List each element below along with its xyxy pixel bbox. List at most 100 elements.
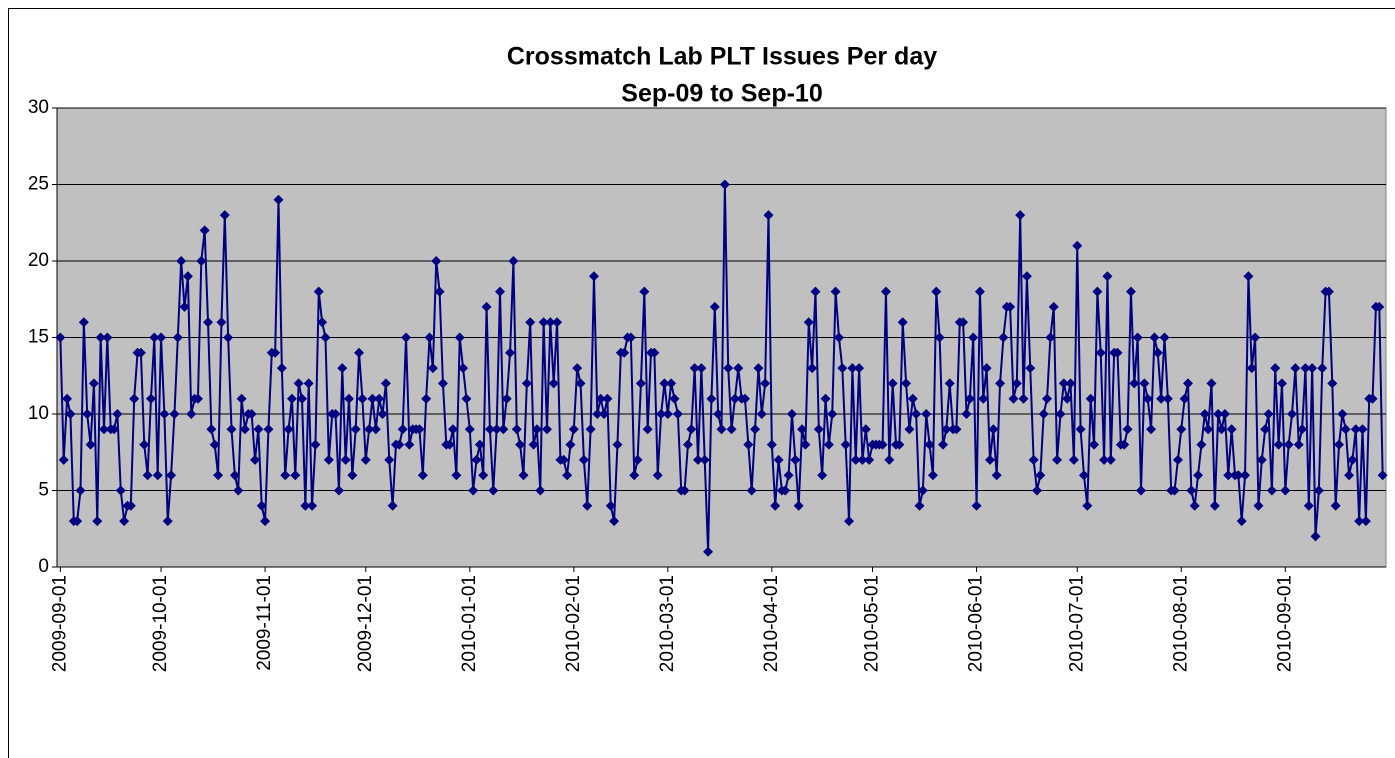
data-point xyxy=(307,500,318,511)
data-point xyxy=(837,363,848,374)
data-point xyxy=(209,439,220,450)
data-point xyxy=(679,485,690,496)
data-point xyxy=(1263,409,1274,419)
data-point xyxy=(578,454,589,465)
data-point xyxy=(296,393,307,404)
data-point xyxy=(783,470,794,481)
data-point xyxy=(1169,485,1180,496)
data-point xyxy=(857,454,868,465)
data-point xyxy=(1186,485,1197,496)
data-point xyxy=(1078,470,1089,481)
data-point xyxy=(830,286,841,297)
data-point xyxy=(1119,439,1130,450)
data-point xyxy=(505,347,516,358)
data-point xyxy=(921,409,932,419)
data-point xyxy=(1213,409,1224,419)
data-point xyxy=(897,317,908,328)
data-point xyxy=(468,485,479,496)
data-point xyxy=(330,409,341,419)
data-point xyxy=(1303,500,1314,511)
data-point xyxy=(1082,500,1093,511)
data-point xyxy=(300,500,311,511)
data-point xyxy=(1075,424,1086,435)
data-point xyxy=(1354,516,1365,527)
data-point xyxy=(387,500,398,511)
chart-title: Crossmatch Lab PLT Issues Per day xyxy=(507,43,937,71)
data-point xyxy=(703,546,714,557)
data-point xyxy=(609,516,620,527)
data-point xyxy=(226,424,237,435)
x-tick-label: 2010-07-01 xyxy=(1066,575,1087,672)
data-point xyxy=(313,286,324,297)
y-tick-label: 20 xyxy=(28,250,49,271)
data-point xyxy=(807,363,818,374)
data-point xyxy=(1112,347,1123,358)
data-point xyxy=(817,470,828,481)
data-point xyxy=(431,256,442,266)
data-point xyxy=(1132,332,1143,343)
data-point xyxy=(437,378,448,389)
data-point xyxy=(585,424,596,435)
data-point xyxy=(206,424,217,435)
data-point xyxy=(1347,454,1358,465)
data-point xyxy=(192,393,203,404)
data-point xyxy=(1146,424,1157,435)
data-point xyxy=(1357,424,1368,435)
data-point xyxy=(1052,454,1063,465)
data-point xyxy=(454,332,465,343)
data-point xyxy=(1193,470,1204,481)
data-point xyxy=(558,454,569,465)
data-point xyxy=(458,363,469,374)
data-point xyxy=(1035,470,1046,481)
data-point xyxy=(491,424,502,435)
data-point xyxy=(377,409,388,419)
data-point xyxy=(1246,363,1257,374)
data-point xyxy=(98,424,109,435)
data-point xyxy=(92,516,103,527)
data-point xyxy=(360,454,371,465)
data-point xyxy=(239,424,250,435)
data-point xyxy=(726,424,737,435)
data-point xyxy=(1256,454,1267,465)
data-point xyxy=(766,439,777,450)
data-point xyxy=(528,439,539,450)
data-point xyxy=(397,424,408,435)
data-point xyxy=(256,500,267,511)
data-point xyxy=(1011,378,1022,389)
data-point xyxy=(401,332,412,343)
data-point xyxy=(1149,332,1160,343)
data-point xyxy=(119,516,130,527)
data-point xyxy=(538,317,549,328)
data-point xyxy=(689,363,700,374)
data-point xyxy=(55,332,66,343)
data-point xyxy=(1156,393,1167,404)
data-point xyxy=(370,424,381,435)
data-point xyxy=(367,393,378,404)
data-point xyxy=(938,439,948,450)
data-point xyxy=(1253,500,1264,511)
x-tick-label: 2010-08-01 xyxy=(1170,575,1191,672)
data-point xyxy=(394,439,405,450)
data-point xyxy=(927,470,938,481)
data-point xyxy=(518,470,529,481)
data-point xyxy=(1196,439,1207,450)
data-point xyxy=(156,332,167,343)
data-point xyxy=(1062,393,1073,404)
data-point xyxy=(1102,271,1113,282)
data-point xyxy=(1099,454,1110,465)
data-point xyxy=(417,470,428,481)
x-tick-label: 2009-09-01 xyxy=(49,575,70,672)
x-tick-label: 2010-02-01 xyxy=(563,575,584,672)
x-tick-label: 2010-06-01 xyxy=(966,575,987,672)
data-point xyxy=(1055,409,1066,419)
data-point xyxy=(750,424,761,435)
data-point xyxy=(112,409,123,419)
data-point xyxy=(709,301,720,312)
data-point xyxy=(424,332,435,343)
data-point xyxy=(481,301,492,312)
x-tick-label: 2010-01-01 xyxy=(459,575,480,672)
data-point xyxy=(374,393,385,404)
data-point xyxy=(988,424,999,435)
data-point xyxy=(347,470,358,481)
